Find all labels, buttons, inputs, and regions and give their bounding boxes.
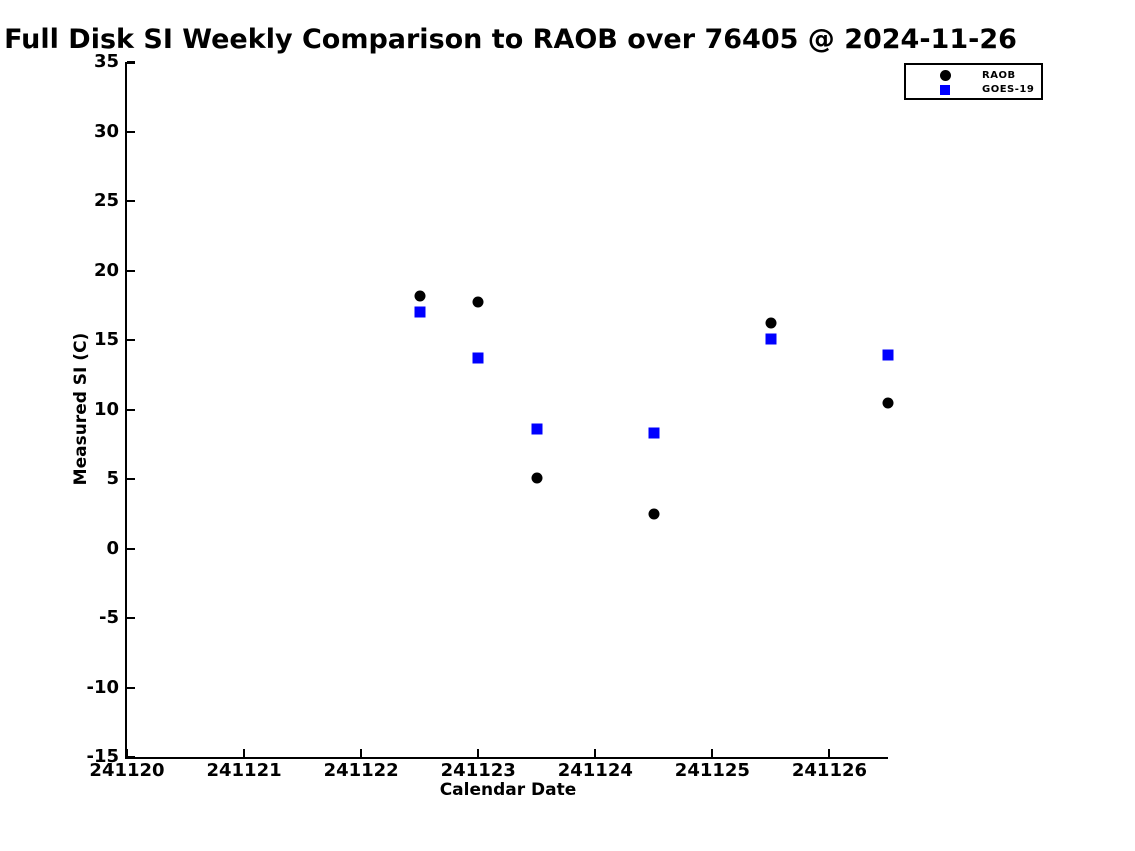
goes-19-marker bbox=[882, 349, 894, 361]
axis-top-corner-stub bbox=[127, 62, 135, 64]
raob-marker bbox=[765, 317, 777, 329]
goes-19-marker bbox=[414, 306, 426, 318]
x-tick-mark bbox=[243, 749, 246, 757]
legend-box: RAOB GOES-19 bbox=[904, 63, 1043, 100]
y-tick-mark bbox=[127, 408, 135, 411]
legend-row-goes-19: GOES-19 bbox=[906, 83, 1041, 97]
goes-19-marker bbox=[765, 333, 777, 345]
y-tick-mark bbox=[127, 61, 135, 63]
x-tick-mark bbox=[711, 749, 714, 757]
y-tick-label: 20 bbox=[93, 259, 119, 281]
raob-marker bbox=[414, 290, 426, 302]
y-tick-label: 5 bbox=[106, 468, 119, 489]
y-tick-mark bbox=[127, 200, 135, 202]
goes-19-marker bbox=[531, 423, 543, 435]
y-tick-label: -5 bbox=[99, 607, 119, 628]
x-axis-spine bbox=[125, 757, 888, 759]
raob-marker bbox=[472, 296, 484, 308]
x-tick-mark bbox=[477, 749, 480, 757]
y-axis-label: Measured SI (C) bbox=[71, 332, 91, 486]
x-tick-label: 241123 bbox=[440, 760, 516, 781]
x-axis-label: Calendar Date bbox=[439, 780, 577, 800]
y-tick-label: 30 bbox=[93, 120, 119, 142]
x-tick-label: 241125 bbox=[674, 760, 750, 781]
x-tick-label: 241120 bbox=[89, 760, 165, 781]
x-tick-label: 241124 bbox=[557, 760, 633, 781]
y-tick-mark bbox=[127, 547, 135, 550]
chart-title: Full Disk SI Weekly Comparison to RAOB o… bbox=[4, 24, 1017, 55]
y-tick-mark bbox=[127, 130, 135, 133]
goes-19-marker bbox=[472, 352, 484, 364]
x-tick-label: 241121 bbox=[206, 760, 282, 781]
x-tick-mark bbox=[594, 749, 597, 757]
goes-19-square-icon bbox=[940, 85, 950, 95]
y-tick-label: 10 bbox=[93, 398, 119, 420]
y-tick-mark bbox=[127, 339, 135, 341]
goes-19-marker bbox=[648, 427, 660, 439]
x-tick-mark bbox=[126, 749, 128, 757]
x-tick-mark bbox=[360, 749, 363, 757]
raob-circle-icon bbox=[940, 70, 951, 81]
y-tick-label: 0 bbox=[106, 537, 119, 559]
y-tick-label: 15 bbox=[93, 329, 119, 350]
legend-label-raob: RAOB bbox=[982, 70, 1016, 81]
y-tick-label: -15 bbox=[86, 746, 119, 767]
y-tick-mark bbox=[127, 478, 135, 480]
legend-label-goes-19: GOES-19 bbox=[982, 84, 1035, 95]
y-tick-label: -10 bbox=[86, 676, 119, 698]
x-tick-label: 241122 bbox=[323, 760, 399, 781]
y-tick-mark bbox=[127, 686, 135, 689]
y-tick-mark bbox=[127, 269, 135, 272]
y-tick-label: 35 bbox=[93, 51, 119, 72]
raob-marker bbox=[531, 472, 543, 484]
y-tick-mark bbox=[127, 756, 135, 758]
y-tick-mark bbox=[127, 617, 135, 619]
x-tick-mark bbox=[828, 749, 831, 757]
legend-row-raob: RAOB bbox=[906, 69, 1041, 83]
x-tick-label: 241126 bbox=[791, 760, 868, 781]
y-tick-label: 25 bbox=[93, 190, 119, 211]
raob-marker bbox=[648, 508, 660, 520]
raob-marker bbox=[882, 397, 894, 409]
y-axis-spine bbox=[125, 62, 127, 759]
